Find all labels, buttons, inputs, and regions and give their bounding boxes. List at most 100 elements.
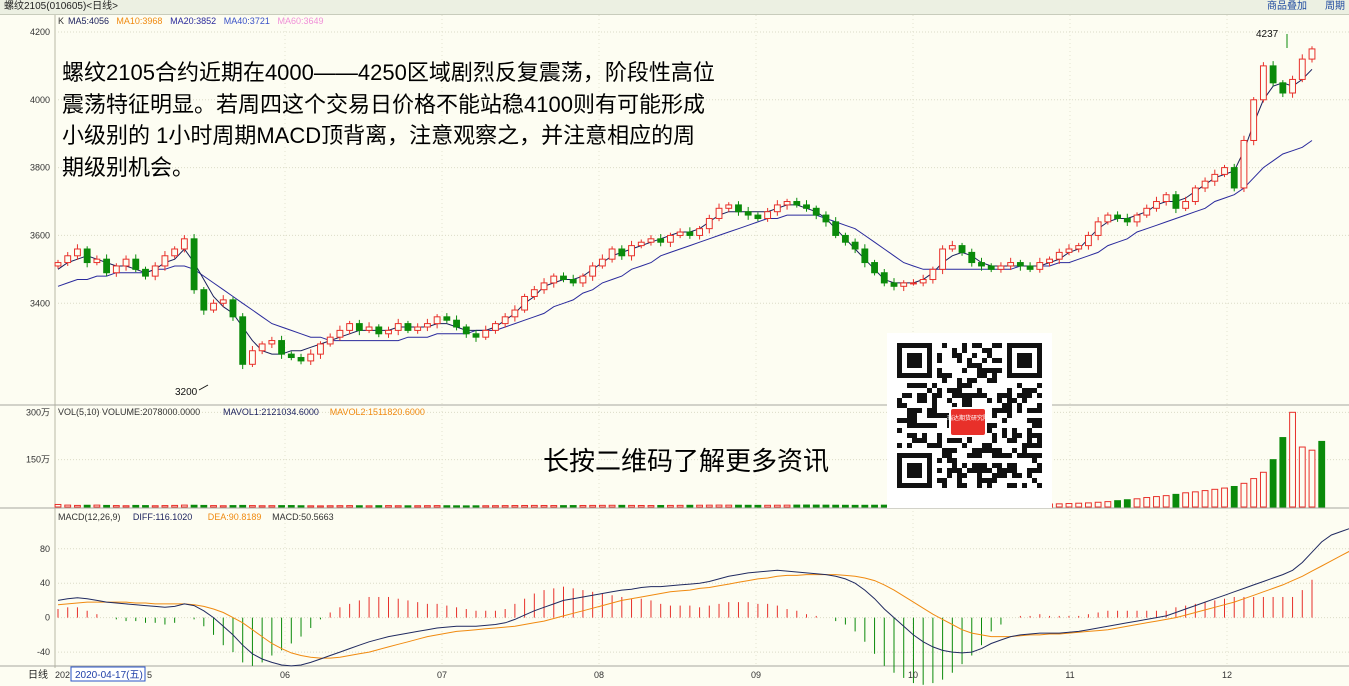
candle xyxy=(744,211,752,216)
qr-module xyxy=(967,383,972,388)
candle xyxy=(414,326,422,331)
qr-module xyxy=(977,448,982,453)
qr-module xyxy=(997,408,1002,413)
qr-code[interactable]: 瑞达期货研究院 xyxy=(887,333,1052,508)
qr-module xyxy=(977,478,982,483)
qr-module xyxy=(1032,443,1037,448)
volume-bar xyxy=(608,504,616,508)
candle xyxy=(112,265,120,274)
candle xyxy=(900,282,908,287)
candle xyxy=(249,350,256,365)
qr-module xyxy=(897,418,902,423)
qr-module xyxy=(982,443,987,448)
volume-bar xyxy=(1298,446,1306,508)
qr-module xyxy=(917,398,922,403)
qr-module xyxy=(987,348,992,353)
candle xyxy=(1201,180,1209,189)
volume-bar xyxy=(598,504,606,508)
qr-module xyxy=(962,473,967,478)
low-annotation: 3200 xyxy=(175,387,198,398)
high-annotation: 4237 xyxy=(1256,29,1279,40)
qr-module xyxy=(937,388,942,393)
overlay-link[interactable]: 商品叠加 xyxy=(1267,1,1307,12)
candle xyxy=(696,228,703,236)
qr-module xyxy=(942,378,947,383)
qr-module xyxy=(902,403,907,408)
legend-entry: MA20:3852 xyxy=(170,16,216,26)
commentary-line-2: 震荡特征明显。若周四这个交易日价格不能站稳4100则有可能形成 xyxy=(62,92,705,117)
qr-module xyxy=(957,468,962,473)
qr-module xyxy=(987,378,992,383)
candle xyxy=(326,336,334,345)
diff-line xyxy=(57,528,1349,667)
volume-bar xyxy=(793,504,801,508)
price-axis-ticks: 4200 4000 3800 3600 3400 xyxy=(30,27,50,308)
ma5-line xyxy=(57,68,1313,355)
volume-bar xyxy=(287,505,295,508)
qr-module xyxy=(1027,438,1032,443)
candle xyxy=(832,221,840,236)
candle xyxy=(754,214,762,219)
candle xyxy=(1279,82,1287,94)
qr-module xyxy=(917,438,922,443)
qr-module xyxy=(1017,433,1022,438)
qr-module xyxy=(927,423,932,428)
qr-module xyxy=(897,428,902,433)
qr-module xyxy=(1022,483,1027,488)
cycle-link[interactable]: 周期 xyxy=(1325,1,1345,12)
candle xyxy=(453,319,460,328)
volume-bar xyxy=(550,505,558,508)
legend-entry: MACD(12,26,9) xyxy=(58,512,121,522)
candle xyxy=(258,343,266,352)
candle xyxy=(1133,214,1141,223)
qr-module xyxy=(932,398,937,403)
candle xyxy=(1230,167,1238,189)
candle xyxy=(1162,194,1170,203)
candle xyxy=(83,248,91,264)
volume-bar xyxy=(705,504,713,508)
qr-module xyxy=(942,413,947,418)
qr-module xyxy=(1017,383,1022,388)
candle xyxy=(297,357,305,362)
qr-module xyxy=(1007,403,1012,408)
candle xyxy=(423,323,431,328)
qr-module xyxy=(927,388,932,393)
qr-module xyxy=(1007,468,1012,473)
qr-module xyxy=(912,418,917,423)
candle xyxy=(735,204,742,213)
qr-module xyxy=(932,443,937,448)
qr-module xyxy=(922,393,927,398)
candle xyxy=(618,248,626,257)
price-tick: 4200 xyxy=(30,27,50,37)
qr-module xyxy=(997,473,1002,478)
qr-module xyxy=(937,433,942,438)
period-label: 日线 xyxy=(28,668,48,681)
candle xyxy=(190,238,198,291)
candle xyxy=(560,275,567,281)
qr-module xyxy=(927,413,932,418)
volume-bar xyxy=(326,505,334,508)
candle xyxy=(939,248,947,270)
qr-logo xyxy=(949,407,987,437)
qr-module xyxy=(1037,483,1042,488)
qr-module xyxy=(1027,443,1032,448)
volume-bar xyxy=(54,503,62,508)
price-tick: 3800 xyxy=(30,163,50,173)
title-bar: 螺纹2105(010605)<日线> 商品叠加 周期 xyxy=(0,0,1349,15)
qr-module xyxy=(1037,468,1042,473)
candle xyxy=(219,299,227,304)
qr-module xyxy=(972,468,977,473)
qr-module xyxy=(957,473,962,478)
qr-module xyxy=(912,433,917,438)
qr-module xyxy=(927,443,932,448)
qr-finder-core xyxy=(907,463,922,478)
qr-module xyxy=(972,363,977,368)
candle xyxy=(365,326,373,331)
qr-module xyxy=(952,353,957,358)
volume-bar xyxy=(103,504,111,508)
candle xyxy=(229,299,237,318)
candle xyxy=(492,323,499,331)
qr-module xyxy=(997,398,1002,403)
volume-bar xyxy=(744,504,752,508)
